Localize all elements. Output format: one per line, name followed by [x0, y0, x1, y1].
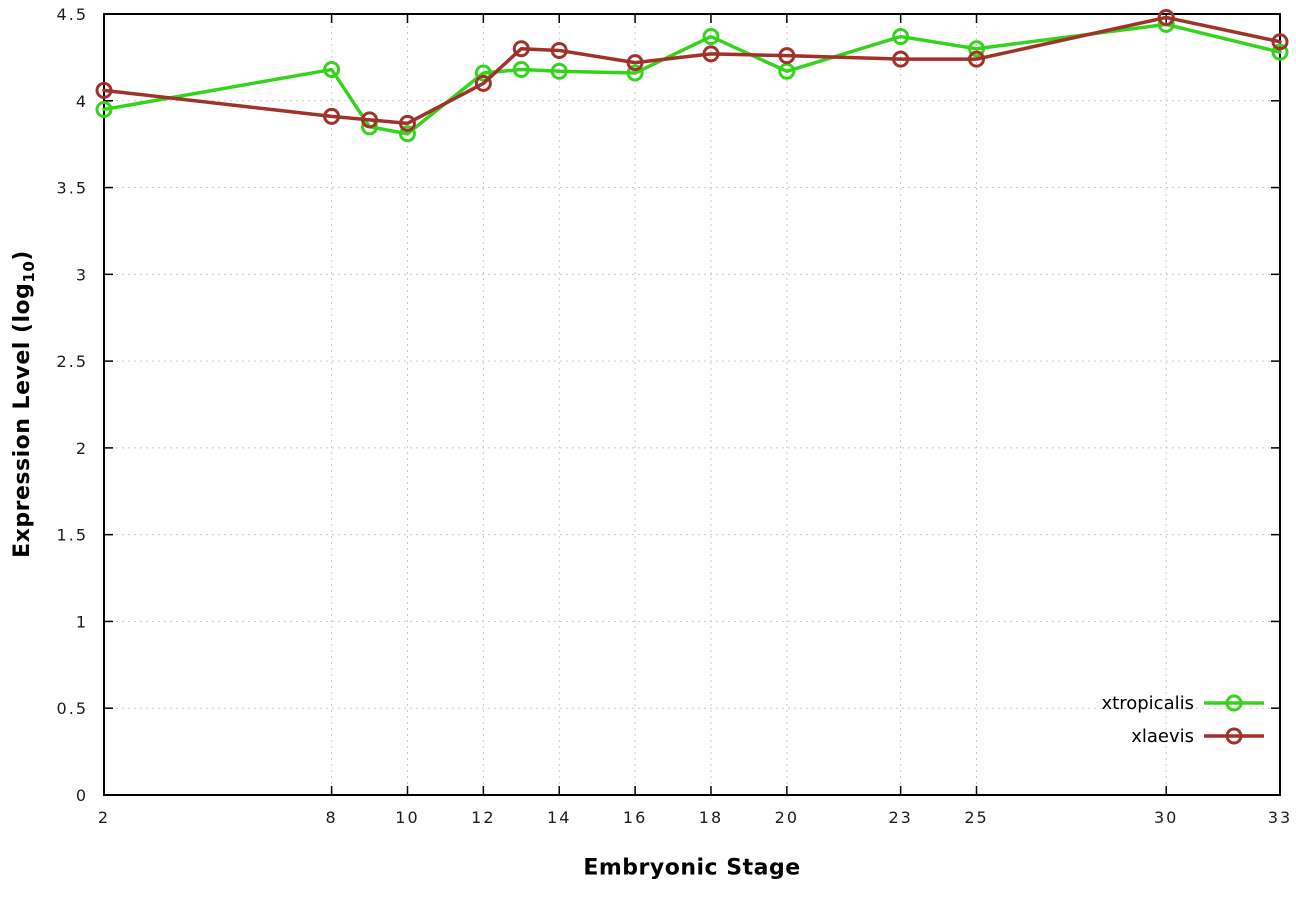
data-point-xlaevis [778, 47, 796, 65]
y-tick-label: 0 [76, 786, 88, 805]
data-point-xtropicalis [95, 100, 113, 118]
plot-border [103, 13, 1281, 796]
legend-sample-marker-xtropicalis [1225, 694, 1243, 712]
legend-sample-marker-xlaevis [1225, 727, 1243, 745]
y-axis-title: Expression Level (log10) [10, 250, 38, 558]
data-point-xlaevis [1271, 33, 1289, 51]
data-point-xtropicalis [626, 64, 644, 82]
series-line-xtropicalis [102, 22, 1282, 136]
y-tick-label: 0.5 [57, 699, 88, 718]
x-tick-label: 30 [1154, 808, 1178, 827]
x-tick-label: 8 [326, 808, 338, 827]
x-tick-label: 25 [964, 808, 988, 827]
data-point-xlaevis [512, 40, 530, 58]
data-point-xtropicalis [702, 28, 720, 46]
y-tick-label: 2.5 [57, 352, 88, 371]
y-tick-label: 2 [76, 439, 88, 458]
y-axis-title-close: ) [9, 250, 35, 261]
data-point-xtropicalis [512, 61, 530, 79]
data-point-xlaevis [626, 54, 644, 72]
x-tick-label: 33 [1268, 808, 1292, 827]
data-point-xlaevis [968, 50, 986, 68]
data-point-xlaevis [323, 107, 341, 125]
y-tick-label: 4 [76, 92, 88, 111]
y-axis-title-text: Expression Level (log [9, 282, 35, 558]
y-tick-label: 3 [76, 265, 88, 284]
data-point-xtropicalis [323, 61, 341, 79]
x-tick-label: 16 [623, 808, 647, 827]
data-point-xlaevis [550, 41, 568, 59]
data-point-xlaevis [892, 50, 910, 68]
data-point-xlaevis [474, 74, 492, 92]
data-point-xtropicalis [778, 62, 796, 80]
data-point-xlaevis [702, 45, 720, 63]
data-point-xtropicalis [968, 40, 986, 58]
y-axis-title-subscript: 10 [20, 260, 39, 283]
data-point-xlaevis [398, 114, 416, 132]
y-tick-label: 3.5 [57, 179, 88, 198]
x-tick-label: 2 [98, 808, 110, 827]
y-tick-label: 4.5 [57, 5, 88, 24]
data-point-xlaevis [95, 81, 113, 99]
x-axis-title: Embryonic Stage [583, 855, 801, 881]
x-tick-label: 18 [699, 808, 723, 827]
x-tick-label: 12 [471, 808, 495, 827]
legend-label-xtropicalis: xtropicalis [1102, 693, 1194, 714]
x-tick-label: 23 [888, 808, 912, 827]
x-tick-label: 14 [547, 808, 571, 827]
data-point-xtropicalis [892, 28, 910, 46]
data-point-xtropicalis [474, 64, 492, 82]
y-tick-label: 1 [76, 612, 88, 631]
data-point-xtropicalis [550, 62, 568, 80]
legend-label-xlaevis: xlaevis [1131, 726, 1194, 747]
data-point-xtropicalis [398, 125, 416, 143]
data-point-xlaevis [361, 111, 379, 129]
data-point-xtropicalis [1271, 43, 1289, 61]
data-point-xlaevis [1157, 8, 1175, 26]
x-tick-label: 10 [395, 808, 419, 827]
x-tick-label: 20 [775, 808, 799, 827]
y-tick-label: 1.5 [57, 526, 88, 545]
